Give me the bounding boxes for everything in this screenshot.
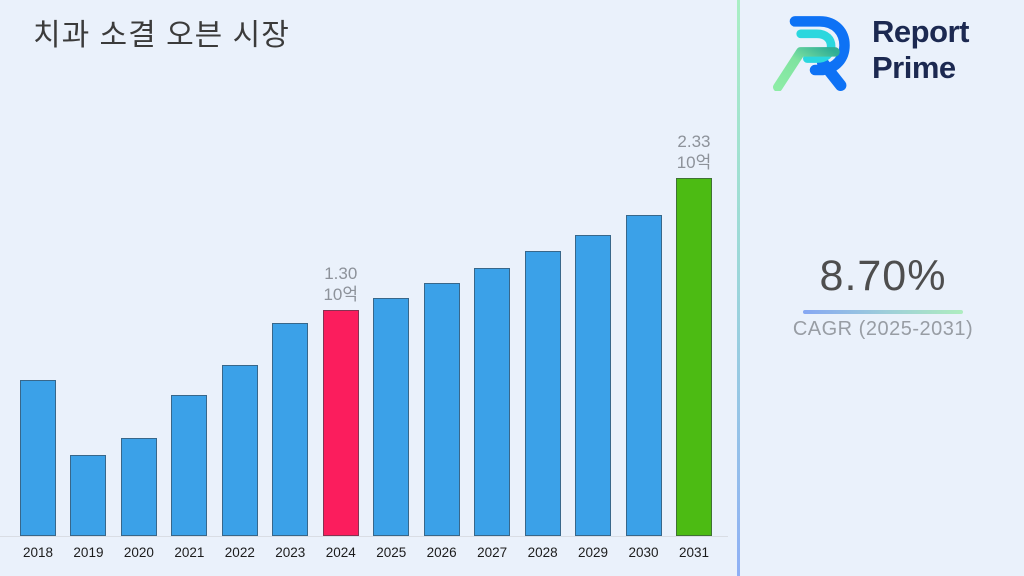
logo-text: Report Prime: [872, 14, 969, 86]
kpi-underline: [803, 310, 963, 314]
x-tick-2022: 2022: [224, 545, 255, 560]
x-tick-2030: 2030: [628, 545, 659, 560]
value-label-2031: 2.33 10억: [676, 132, 712, 172]
bar-2028: [524, 251, 561, 536]
bar-2018: [20, 380, 56, 536]
bar-2022: [221, 365, 258, 536]
x-tick-2024: 2024: [325, 545, 356, 560]
x-tick-2019: 2019: [73, 545, 104, 560]
value-label-2024: 1.30 10억: [323, 264, 359, 304]
x-tick-2031: 2031: [678, 545, 709, 560]
x-tick-2026: 2026: [426, 545, 457, 560]
bar-2023: [272, 323, 309, 536]
x-tick-2021: 2021: [174, 545, 205, 560]
bar-2021: [171, 395, 208, 536]
bar-2027: [474, 268, 511, 536]
bar-2025: [373, 298, 410, 536]
bar-chart: 2018 2019 2020 2021 2022 2023 2024 1.30 10억 2025 2…: [0, 132, 728, 560]
logo-text-line1: Report: [872, 14, 969, 49]
bar-2020: [120, 438, 157, 536]
x-tick-2029: 2029: [578, 545, 609, 560]
x-tick-2020: 2020: [123, 545, 154, 560]
x-axis-line: [0, 536, 728, 537]
logo-text-line2: Prime: [872, 50, 956, 85]
x-tick-2027: 2027: [477, 545, 508, 560]
bar-2029: [575, 235, 612, 536]
x-tick-2018: 2018: [22, 545, 54, 560]
kpi-value: 8.70%: [819, 252, 947, 300]
kpi-label: CAGR (2025-2031): [792, 318, 974, 340]
kpi-block: 8.70% CAGR (2025-2031): [763, 252, 1003, 341]
bar-2026: [423, 283, 460, 536]
bar-2024: [322, 310, 359, 536]
bar-2030: [625, 215, 662, 536]
x-tick-2028: 2028: [527, 545, 558, 560]
bar-2031: [675, 178, 712, 536]
report-prime-logo-icon: [773, 16, 850, 91]
bar-2019: [70, 455, 107, 536]
panel-divider: [737, 0, 740, 576]
logo: Report Prime: [768, 8, 998, 92]
page-title: 치과 소결 오븐 시장: [33, 19, 290, 52]
x-tick-2025: 2025: [376, 545, 407, 560]
x-tick-2023: 2023: [275, 545, 306, 560]
